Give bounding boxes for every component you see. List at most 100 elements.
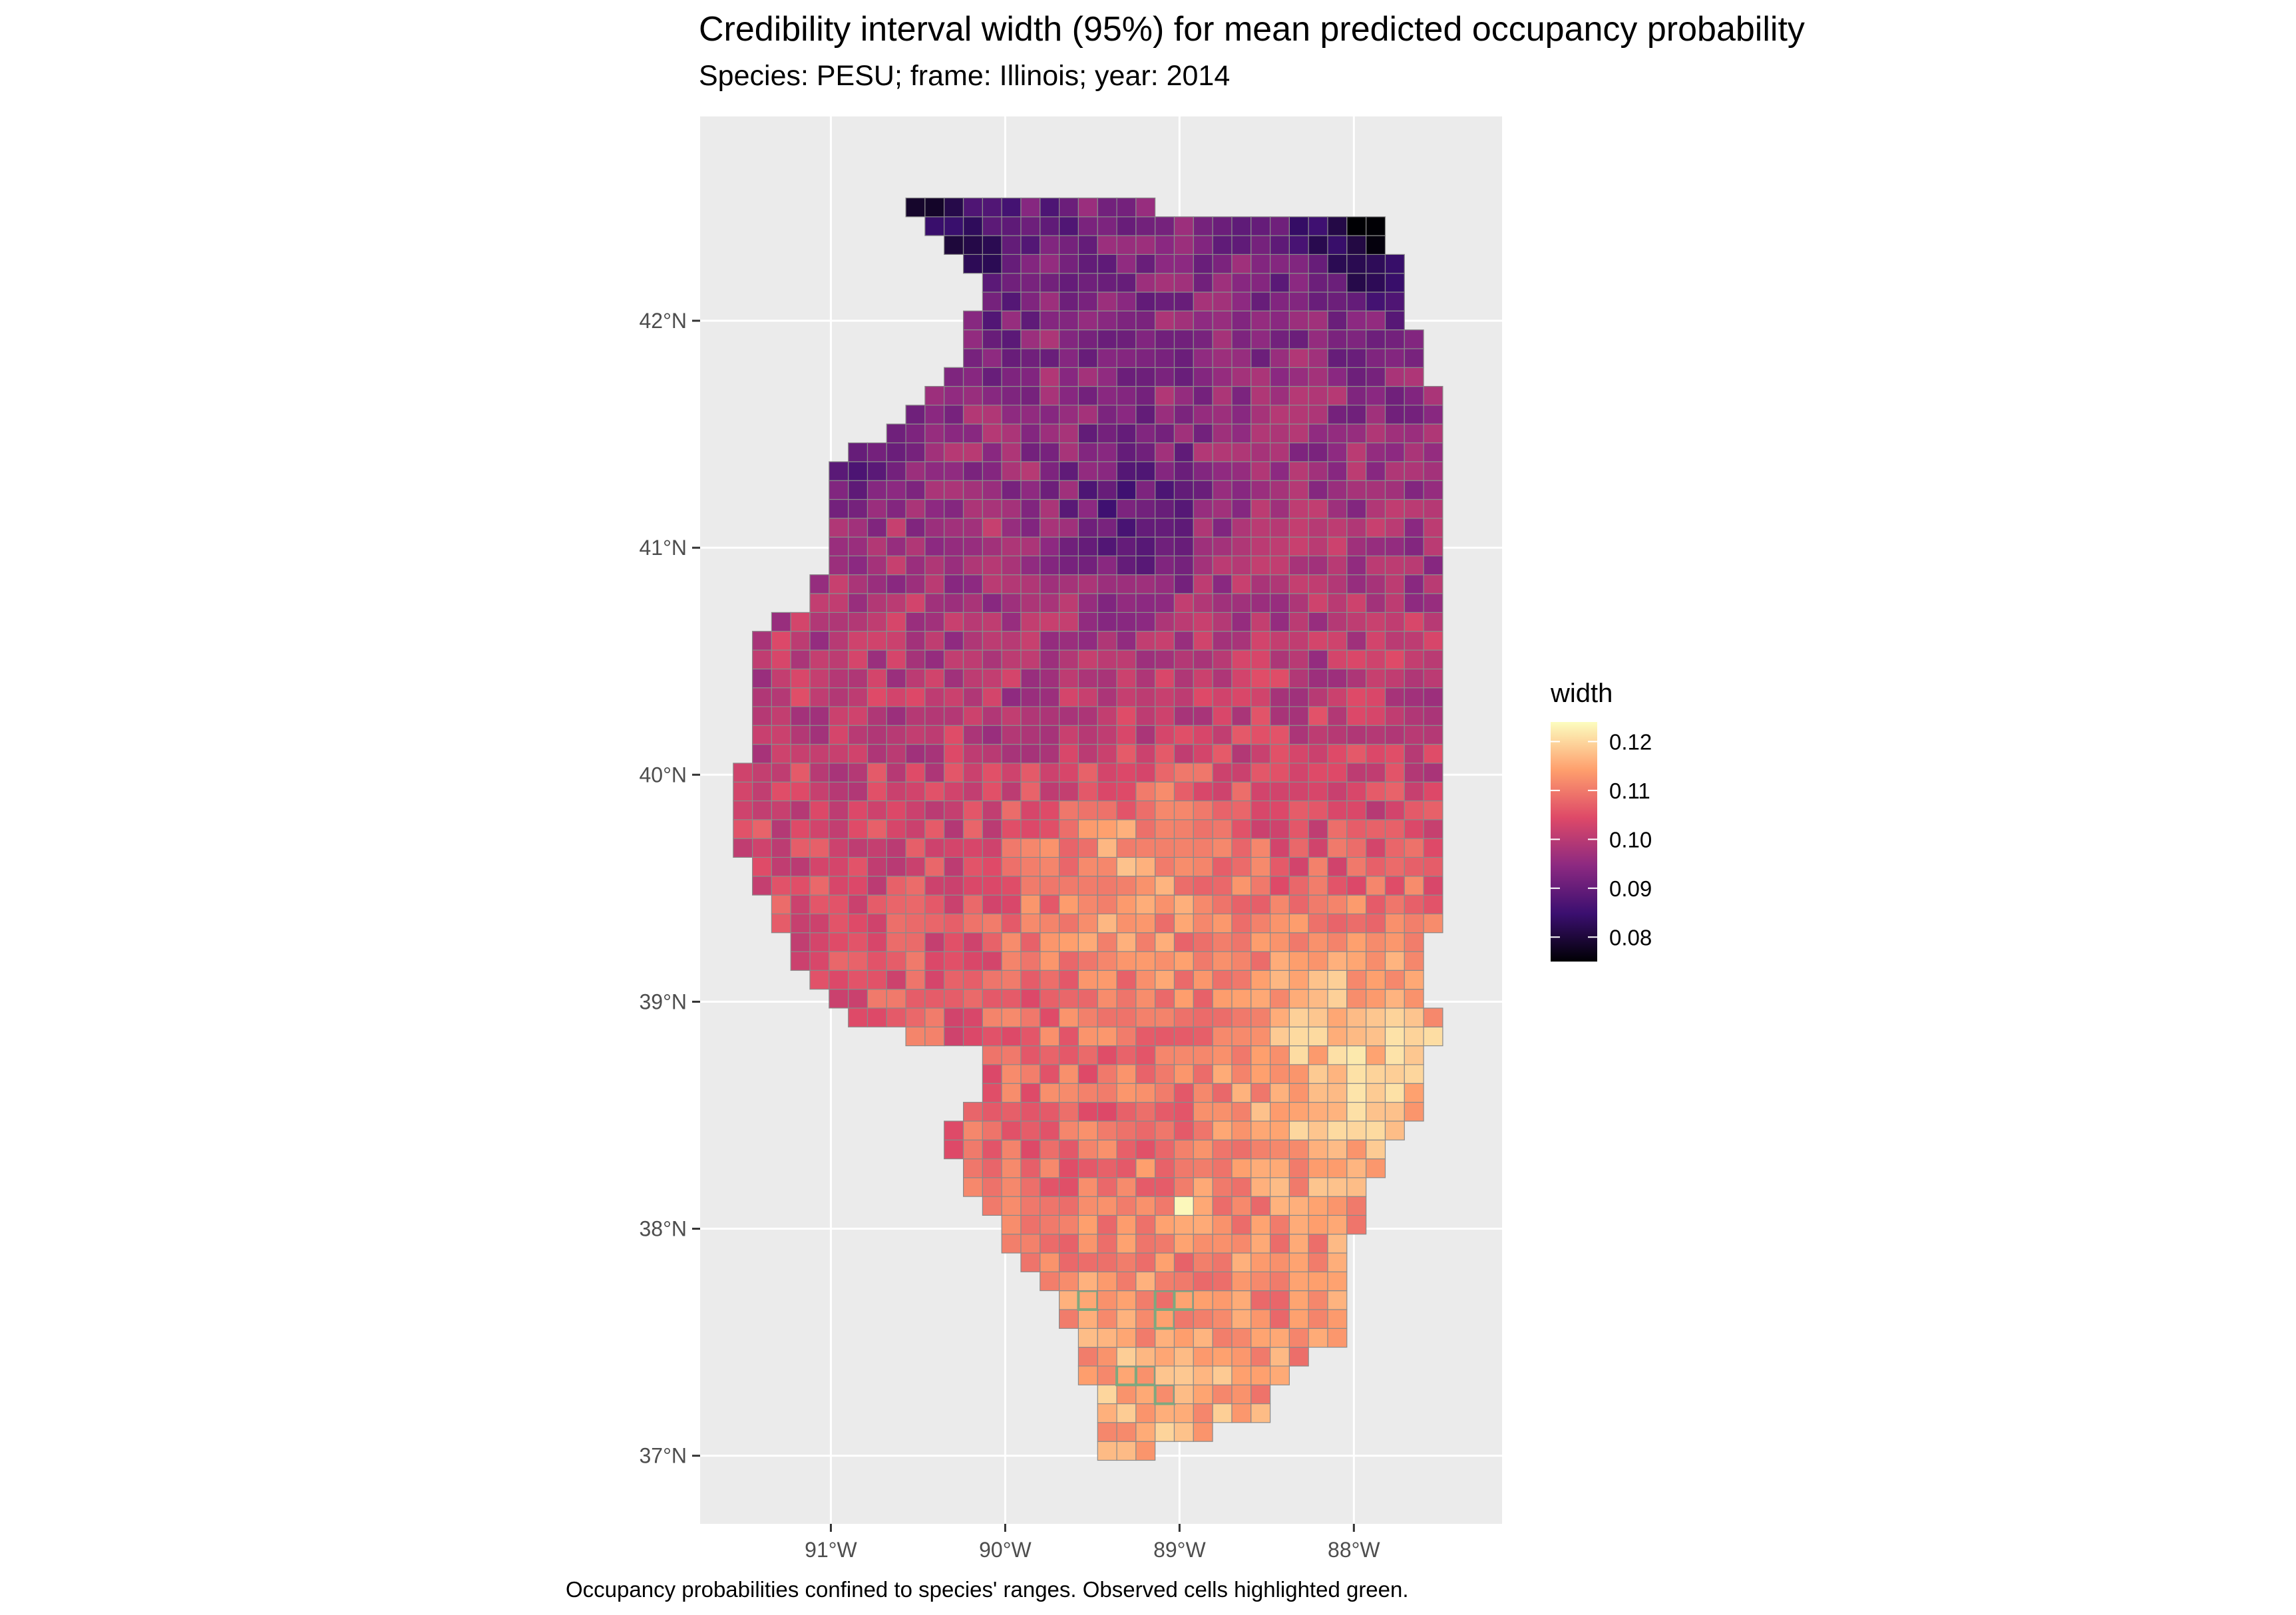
grid-cell bbox=[1040, 913, 1060, 934]
grid-cell bbox=[1077, 518, 1098, 538]
grid-cell bbox=[1288, 536, 1309, 556]
grid-cell bbox=[1327, 668, 1348, 689]
grid-cell bbox=[1308, 743, 1328, 764]
grid-cell bbox=[1346, 536, 1367, 556]
grid-cell bbox=[1327, 329, 1348, 349]
grid-cell bbox=[982, 743, 1002, 764]
grid-cell bbox=[1097, 442, 1117, 462]
grid-cell bbox=[1155, 498, 1175, 519]
grid-cell bbox=[905, 725, 926, 745]
grid-cell bbox=[1250, 1026, 1271, 1047]
grid-cell bbox=[1250, 216, 1271, 236]
grid-cell bbox=[1269, 1214, 1290, 1235]
grid-cell bbox=[1135, 1328, 1156, 1348]
grid-cell bbox=[1097, 1196, 1117, 1216]
grid-cell bbox=[1001, 536, 1022, 556]
grid-cell bbox=[1327, 1026, 1348, 1047]
grid-cell bbox=[1250, 348, 1271, 368]
grid-cell bbox=[1077, 216, 1098, 236]
grid-cell bbox=[1250, 876, 1271, 896]
grid-cell bbox=[771, 649, 791, 669]
grid-cell bbox=[1288, 1045, 1309, 1065]
grid-cell bbox=[1077, 1083, 1098, 1103]
grid-cell bbox=[886, 988, 906, 1009]
grid-cell bbox=[1135, 1177, 1156, 1197]
grid-cell bbox=[1097, 951, 1117, 971]
grid-cell bbox=[1040, 970, 1060, 990]
grid-cell bbox=[1058, 988, 1079, 1009]
grid-cell bbox=[1269, 649, 1290, 669]
grid-cell bbox=[1366, 461, 1386, 481]
grid-cell bbox=[905, 1026, 926, 1047]
grid-cell bbox=[1077, 838, 1098, 858]
grid-cell bbox=[1116, 1346, 1137, 1367]
grid-cell bbox=[1058, 498, 1079, 519]
grid-cell bbox=[1173, 856, 1194, 877]
grid-cell bbox=[905, 442, 926, 462]
grid-cell bbox=[1366, 856, 1386, 877]
grid-cell bbox=[1077, 1214, 1098, 1235]
grid-cell bbox=[1193, 1214, 1213, 1235]
grid-cell bbox=[1404, 1007, 1424, 1027]
grid-cell bbox=[1404, 649, 1424, 669]
grid-cell bbox=[1020, 1252, 1041, 1272]
grid-cell bbox=[848, 706, 868, 726]
grid-cell bbox=[1327, 1271, 1348, 1292]
grid-cell bbox=[1155, 706, 1175, 726]
grid-cell bbox=[1250, 1007, 1271, 1027]
grid-cell bbox=[886, 423, 906, 444]
grid-cell bbox=[1001, 348, 1022, 368]
grid-cell bbox=[1116, 894, 1137, 914]
grid-cell bbox=[1366, 1158, 1386, 1178]
grid-cell bbox=[1058, 1196, 1079, 1216]
grid-cell bbox=[1308, 235, 1328, 256]
grid-cell bbox=[1269, 254, 1290, 274]
grid-cell bbox=[1212, 1214, 1233, 1235]
grid-cell bbox=[1097, 1309, 1117, 1329]
grid-cell bbox=[1040, 988, 1060, 1009]
grid-cell bbox=[1269, 555, 1290, 576]
grid-cell bbox=[1020, 1083, 1041, 1103]
grid-cell bbox=[1288, 1234, 1309, 1254]
grid-cell bbox=[924, 706, 945, 726]
grid-cell bbox=[1212, 838, 1233, 858]
grid-cell bbox=[886, 781, 906, 802]
grid-cell bbox=[1231, 348, 1252, 368]
grid-cell bbox=[982, 1158, 1002, 1178]
grid-cell bbox=[1116, 367, 1137, 387]
grid-cell bbox=[1173, 1177, 1194, 1197]
grid-cell bbox=[1269, 687, 1290, 707]
grid-cell bbox=[848, 743, 868, 764]
grid-cell bbox=[1097, 668, 1117, 689]
grid-cell bbox=[1366, 348, 1386, 368]
grid-cell bbox=[1097, 1234, 1117, 1254]
grid-cell bbox=[1020, 518, 1041, 538]
grid-cell bbox=[1020, 819, 1041, 839]
grid-cell bbox=[1020, 273, 1041, 293]
grid-cell bbox=[1308, 423, 1328, 444]
grid-cell bbox=[1384, 612, 1405, 632]
grid-cell bbox=[944, 988, 964, 1009]
grid-cell bbox=[1020, 216, 1041, 236]
grid-cell bbox=[1269, 498, 1290, 519]
grid-cell bbox=[1212, 725, 1233, 745]
grid-cell bbox=[1173, 1196, 1194, 1216]
grid-cell bbox=[1135, 1064, 1156, 1084]
grid-cell bbox=[1040, 1121, 1060, 1141]
grid-cell bbox=[1193, 1196, 1213, 1216]
grid-cell bbox=[1040, 1196, 1060, 1216]
grid-cell bbox=[1288, 1101, 1309, 1122]
grid-cell bbox=[829, 612, 849, 632]
grid-cell bbox=[1288, 1252, 1309, 1272]
grid-cell bbox=[1193, 668, 1213, 689]
grid-cell bbox=[1308, 932, 1328, 952]
observed-cell bbox=[1153, 1289, 1176, 1311]
grid-cell bbox=[866, 894, 887, 914]
grid-cell bbox=[1269, 1045, 1290, 1065]
grid-cell bbox=[1135, 555, 1156, 576]
grid-cell bbox=[1231, 1177, 1252, 1197]
grid-cell bbox=[1040, 273, 1060, 293]
grid-cell bbox=[1155, 1346, 1175, 1367]
grid-cell bbox=[1404, 1045, 1424, 1065]
